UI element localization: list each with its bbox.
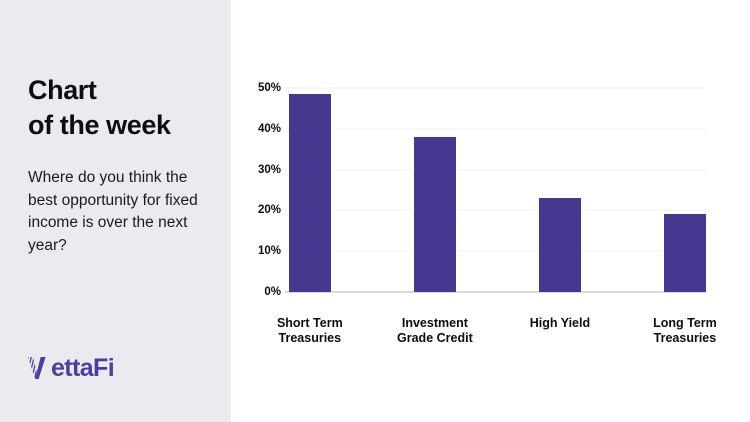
y-tick-label: 30% [257, 163, 281, 176]
plot-area [285, 87, 706, 293]
page-title-line1: Chart [28, 75, 97, 105]
bar [413, 136, 456, 292]
sidebar: Chart of the week Where do you think the… [0, 0, 231, 422]
y-tick-label: 50% [257, 82, 281, 94]
page-title-line2: of the week [28, 110, 171, 140]
y-tick-label: 40% [257, 122, 281, 135]
bar [288, 94, 331, 292]
x-axis-baseline [285, 291, 706, 293]
vettafi-logo: ettaFi [28, 354, 115, 382]
gridline [285, 209, 706, 211]
gridline [285, 128, 706, 130]
chart-question: Where do you think the best opportunity … [28, 169, 198, 254]
vettafi-logo-v-icon [28, 357, 46, 379]
x-category-label: Investment Grade Credit [397, 316, 473, 345]
vettafi-logo-wordmark: ettaFi [51, 354, 115, 382]
y-tick-label: 20% [257, 204, 281, 217]
x-axis-labels: Short Term Treasuries Investment Grade Cred… [277, 316, 717, 356]
chart-area: 0% 10% 20% 30% 40% 50% Short Term Treasuries In… [231, 0, 750, 422]
page-title: Chart of the week [28, 73, 205, 143]
bar [663, 213, 706, 292]
x-category-label: Long Term Treasuries [653, 316, 717, 345]
gridline [285, 87, 706, 89]
y-tick-label: 10% [257, 245, 281, 258]
x-category-label: Short Term Treasuries [276, 316, 343, 345]
gridline [285, 250, 706, 252]
y-axis: 0% 10% 20% 30% 40% 50% [231, 82, 281, 298]
bar [538, 198, 581, 292]
y-tick-label: 0% [264, 286, 281, 298]
gridline [285, 169, 706, 171]
x-category-label: High Yield [529, 316, 591, 330]
